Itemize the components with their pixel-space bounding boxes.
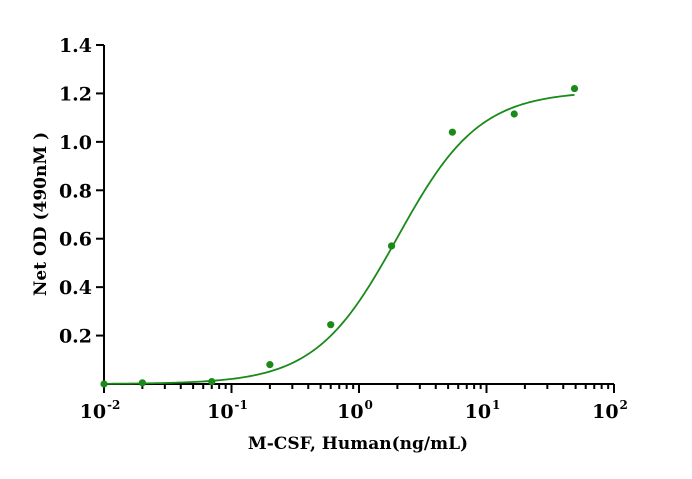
x-tick-label: 101 [465, 398, 501, 423]
x-tick-label: 100 [337, 398, 373, 423]
data-points-layer [100, 84, 579, 388]
x-tick-label: 102 [592, 398, 628, 423]
data-point [510, 110, 518, 118]
fit-curve [103, 93, 575, 385]
x-tick-label: 10-2 [80, 398, 121, 423]
y-tick-label: 1.2 [59, 83, 92, 105]
data-point [387, 242, 396, 250]
y-tick-label: 0.6 [59, 229, 92, 251]
y-tick-label: 0.4 [59, 277, 92, 299]
y-tick-label: 1.0 [59, 132, 92, 154]
fit-curve-layer [103, 93, 575, 385]
y-tick-label: 1.4 [59, 35, 92, 57]
y-tick-label: 0.8 [59, 180, 92, 202]
data-point [327, 321, 335, 329]
data-point [570, 84, 579, 93]
data-point [448, 128, 456, 136]
data-point [266, 361, 274, 369]
x-axis-title: M-CSF, Human(ng/mL) [248, 434, 468, 454]
data-point [100, 380, 108, 388]
x-tick-label: 10-1 [207, 398, 248, 423]
y-axis-title: Net OD (490nM ) [31, 132, 51, 296]
y-tick-label: 0.2 [59, 326, 92, 348]
data-point [208, 377, 216, 386]
data-point [138, 379, 146, 387]
axes: 0.2 0.4 0.6 0.8 1.0 1.2 1.4 10-2 10-1 100 101 102 [59, 35, 628, 423]
